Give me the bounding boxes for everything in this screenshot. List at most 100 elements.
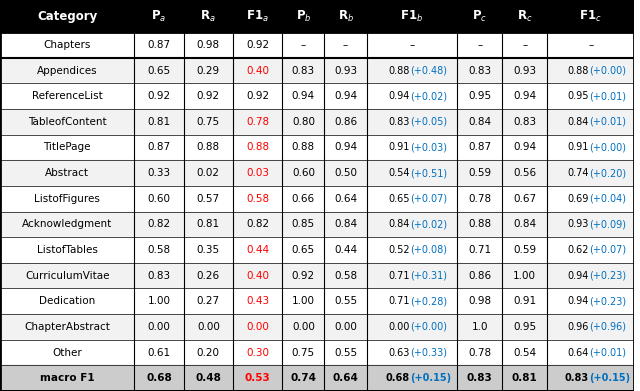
- Text: (+0.07): (+0.07): [589, 245, 626, 255]
- Text: 0.50: 0.50: [334, 168, 357, 178]
- Text: R$_c$: R$_c$: [517, 9, 532, 23]
- Text: 0.71: 0.71: [468, 245, 492, 255]
- Text: 1.00: 1.00: [292, 296, 315, 306]
- Text: 0.82: 0.82: [246, 219, 269, 230]
- Text: 0.00: 0.00: [292, 322, 315, 332]
- Text: 0.53: 0.53: [245, 373, 271, 383]
- Bar: [0, 314, 634, 340]
- Text: (+0.01): (+0.01): [589, 348, 626, 357]
- Text: 0.83: 0.83: [292, 66, 315, 75]
- Text: 0.52: 0.52: [388, 245, 410, 255]
- Text: (+0.15): (+0.15): [410, 373, 451, 383]
- Text: 0.91: 0.91: [388, 142, 410, 152]
- Text: (+0.96): (+0.96): [589, 322, 626, 332]
- Text: Dedication: Dedication: [39, 296, 95, 306]
- Text: 0.98: 0.98: [468, 296, 492, 306]
- Text: 0.95: 0.95: [468, 91, 492, 101]
- Text: 0.88: 0.88: [388, 66, 410, 75]
- Text: 0.67: 0.67: [513, 194, 536, 204]
- Text: 0.68: 0.68: [386, 373, 410, 383]
- Bar: [0, 58, 634, 83]
- Bar: [0, 263, 634, 289]
- Text: 0.93: 0.93: [513, 66, 536, 75]
- Text: F1$_a$: F1$_a$: [246, 9, 269, 23]
- Text: 1.0: 1.0: [472, 322, 488, 332]
- Bar: [0, 135, 634, 160]
- Text: 0.86: 0.86: [468, 271, 492, 281]
- Text: (+0.04): (+0.04): [589, 194, 626, 204]
- Text: 0.84: 0.84: [388, 219, 410, 230]
- Text: (+0.00): (+0.00): [589, 142, 626, 152]
- Text: 0.78: 0.78: [468, 348, 492, 357]
- Text: (+0.09): (+0.09): [589, 219, 626, 230]
- Text: 0.74: 0.74: [568, 168, 589, 178]
- Text: 0.78: 0.78: [468, 194, 492, 204]
- Text: (+0.01): (+0.01): [589, 117, 626, 127]
- Text: 0.74: 0.74: [291, 373, 316, 383]
- Text: 0.84: 0.84: [513, 219, 536, 230]
- Text: Acknowledgment: Acknowledgment: [22, 219, 112, 230]
- Text: F1$_b$: F1$_b$: [401, 9, 424, 23]
- Text: ChapterAbstract: ChapterAbstract: [24, 322, 110, 332]
- Text: 0.87: 0.87: [468, 142, 492, 152]
- Text: –: –: [301, 40, 306, 50]
- Text: (+0.05): (+0.05): [410, 117, 447, 127]
- Text: 0.26: 0.26: [196, 271, 220, 281]
- Text: 0.94: 0.94: [388, 91, 410, 101]
- Text: Category: Category: [37, 9, 97, 23]
- Text: 0.65: 0.65: [388, 194, 410, 204]
- Text: –: –: [343, 40, 348, 50]
- Text: (+0.00): (+0.00): [589, 66, 626, 75]
- Text: 0.83: 0.83: [565, 373, 589, 383]
- Text: 0.92: 0.92: [196, 91, 220, 101]
- Text: 0.98: 0.98: [196, 40, 220, 50]
- Text: 0.40: 0.40: [246, 66, 269, 75]
- Text: 0.92: 0.92: [246, 91, 269, 101]
- Text: 0.92: 0.92: [147, 91, 170, 101]
- Text: 0.20: 0.20: [197, 348, 220, 357]
- Text: 0.40: 0.40: [246, 271, 269, 281]
- Text: 0.43: 0.43: [246, 296, 269, 306]
- Text: 0.33: 0.33: [147, 168, 170, 178]
- Text: TableofContent: TableofContent: [28, 117, 106, 127]
- Text: 0.84: 0.84: [334, 219, 357, 230]
- Bar: [0, 340, 634, 365]
- Text: 0.95: 0.95: [568, 91, 589, 101]
- Text: 0.88: 0.88: [468, 219, 492, 230]
- Bar: [0, 83, 634, 109]
- Bar: [0, 365, 634, 391]
- Text: 0.54: 0.54: [513, 348, 536, 357]
- Text: 0.65: 0.65: [292, 245, 315, 255]
- Text: 0.71: 0.71: [388, 296, 410, 306]
- Text: 0.60: 0.60: [292, 168, 315, 178]
- Text: 0.35: 0.35: [196, 245, 220, 255]
- Text: (+0.33): (+0.33): [410, 348, 447, 357]
- Text: 0.03: 0.03: [246, 168, 269, 178]
- Text: 0.59: 0.59: [513, 245, 536, 255]
- Text: 0.88: 0.88: [568, 66, 589, 75]
- Text: 0.75: 0.75: [196, 117, 220, 127]
- Text: 0.58: 0.58: [334, 271, 357, 281]
- Text: –: –: [410, 40, 415, 50]
- Text: 0.00: 0.00: [148, 322, 170, 332]
- Text: Appendices: Appendices: [37, 66, 97, 75]
- Text: 0.83: 0.83: [388, 117, 410, 127]
- Text: 0.66: 0.66: [292, 194, 315, 204]
- Text: 0.81: 0.81: [147, 117, 170, 127]
- Text: 0.54: 0.54: [388, 168, 410, 178]
- Text: 0.62: 0.62: [568, 245, 589, 255]
- Text: 0.83: 0.83: [467, 373, 493, 383]
- Text: Abstract: Abstract: [45, 168, 89, 178]
- Text: 0.87: 0.87: [147, 142, 170, 152]
- Text: 0.82: 0.82: [147, 219, 170, 230]
- Text: 0.88: 0.88: [196, 142, 220, 152]
- Text: 0.69: 0.69: [568, 194, 589, 204]
- Text: (+0.00): (+0.00): [410, 322, 447, 332]
- Text: (+0.07): (+0.07): [410, 194, 447, 204]
- Text: 0.64: 0.64: [334, 194, 357, 204]
- Text: 0.71: 0.71: [388, 271, 410, 281]
- Text: 0.60: 0.60: [147, 194, 170, 204]
- Text: ReferenceList: ReferenceList: [32, 91, 102, 101]
- Text: 0.59: 0.59: [468, 168, 492, 178]
- Text: –: –: [588, 40, 593, 50]
